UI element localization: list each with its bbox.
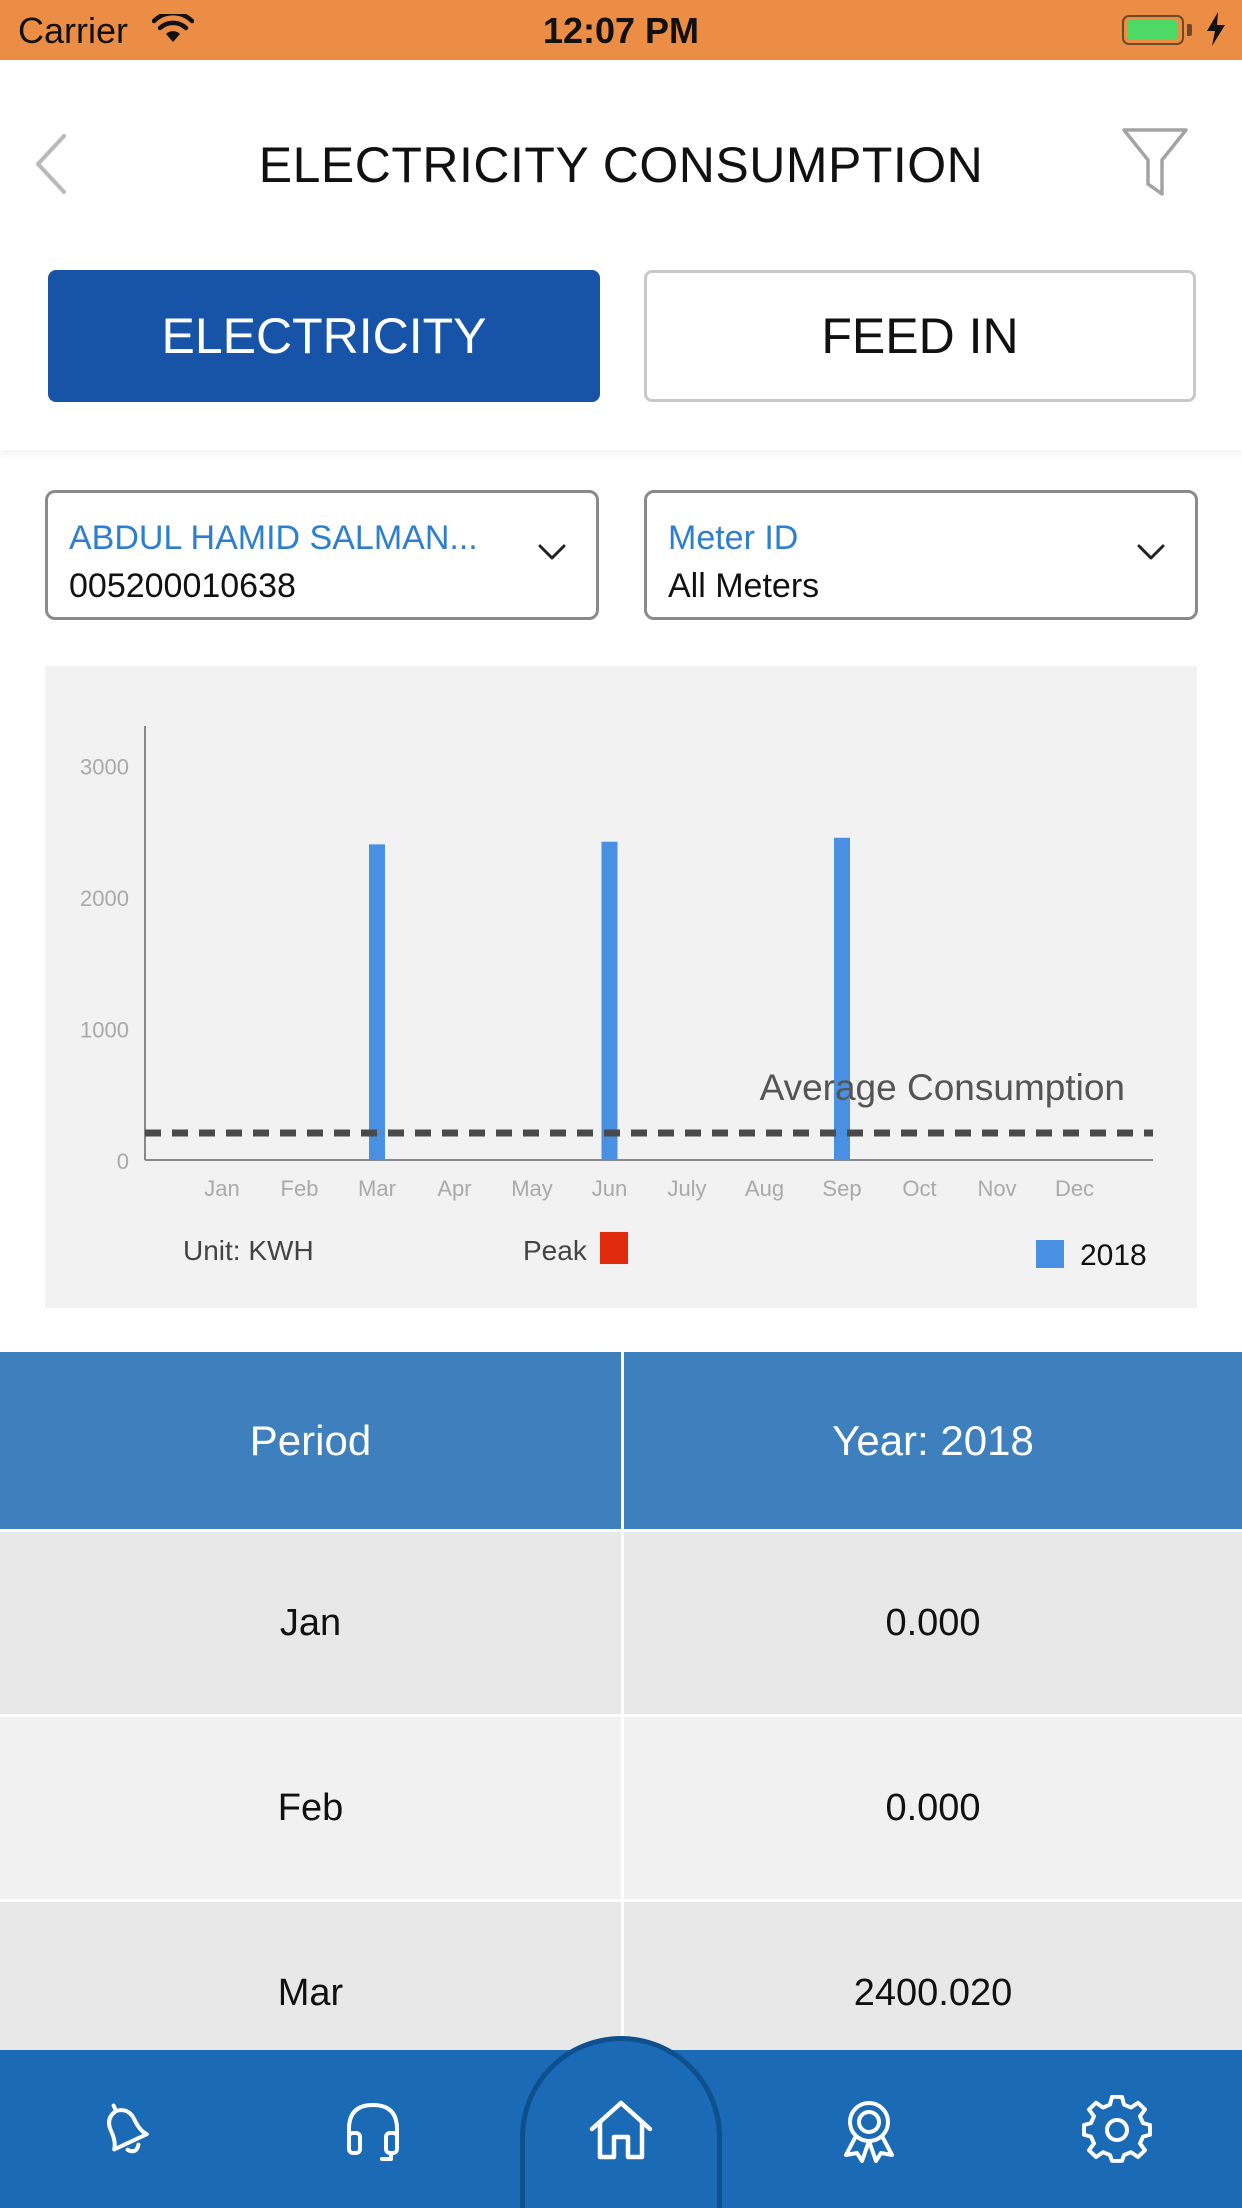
status-bar: Carrier 12:07 PM <box>0 0 1242 60</box>
account-dropdown[interactable]: ABDUL HAMID SALMAN... 005200010638 <box>45 490 599 620</box>
x-tick-label: Jan <box>204 1176 239 1201</box>
chevron-down-icon <box>538 544 566 560</box>
wifi-icon <box>152 14 194 42</box>
home-icon <box>589 2100 653 2160</box>
page-title: ELECTRICITY CONSUMPTION <box>258 137 984 193</box>
value-cell: 0.000 <box>621 1717 1242 1899</box>
x-tick-label: Feb <box>281 1176 319 1201</box>
status-time: 12:07 PM <box>542 10 700 51</box>
meter-value: All Meters <box>668 567 820 605</box>
x-tick-label: Dec <box>1055 1176 1094 1201</box>
value-cell: 2400.020 <box>621 1902 1242 2084</box>
period-cell: Jan <box>279 1601 342 1644</box>
meter-id-label: Meter ID <box>668 519 799 557</box>
header-period: Period <box>249 1416 372 1464</box>
header: ELECTRICITY CONSUMPTION ELECTRICITY FEED… <box>0 60 1242 450</box>
legend-label-2018: 2018 <box>1080 1239 1147 1272</box>
x-tick-label: Aug <box>745 1176 784 1201</box>
peak-label: Peak <box>523 1235 588 1266</box>
nav-notifications[interactable] <box>80 2085 170 2175</box>
bar-sep[interactable] <box>834 837 850 1160</box>
nav-support[interactable] <box>328 2085 418 2175</box>
back-chevron-icon[interactable] <box>30 130 80 200</box>
x-tick-label: Oct <box>902 1176 936 1201</box>
y-tick-label: 0 <box>117 1149 129 1174</box>
tab-feed-in[interactable]: FEED IN <box>644 270 1196 402</box>
x-tick-label: Jun <box>592 1176 627 1201</box>
y-tick-label: 1000 <box>80 1017 129 1042</box>
nav-settings[interactable] <box>1072 2085 1162 2175</box>
unit-label: Unit: KWH <box>183 1235 314 1266</box>
x-tick-label: July <box>667 1176 706 1201</box>
table-header-row: Period Year: 2018 <box>0 1352 1242 1532</box>
headset-icon <box>347 2103 399 2161</box>
consumption-chart: 0 1000 2000 3000 Jan Feb Mar Apr May Jun July Aug S… <box>45 666 1197 1308</box>
filter-icon[interactable] <box>1120 124 1190 200</box>
nav-home[interactable] <box>576 2085 666 2175</box>
legend-swatch-2018 <box>1036 1240 1064 1268</box>
value-cell: 0.000 <box>621 1532 1242 1714</box>
period-cell: Feb <box>277 1786 344 1829</box>
chart-svg: 0 1000 2000 3000 Jan Feb Mar Apr May Jun July Aug S… <box>80 726 1153 1272</box>
bar-jun[interactable] <box>601 841 618 1160</box>
table-row: Jan 0.000 <box>0 1532 1242 1717</box>
table-row: Feb 0.000 <box>0 1717 1242 1902</box>
header-year: Year: 2018 <box>621 1352 1242 1529</box>
gear-icon <box>1082 2095 1152 2163</box>
x-tick-label: Sep <box>822 1176 861 1201</box>
nav-rewards[interactable] <box>824 2085 914 2175</box>
carrier-label: Carrier <box>18 10 129 51</box>
bar-mar[interactable] <box>369 844 385 1160</box>
y-tick-label: 2000 <box>80 886 129 911</box>
bell-icon <box>107 2103 149 2154</box>
x-tick-label: Nov <box>977 1176 1016 1201</box>
x-tick-label: May <box>511 1176 553 1201</box>
account-number-value: 005200010638 <box>69 567 296 605</box>
battery-cap <box>1187 24 1192 36</box>
x-tick-label: Apr <box>437 1176 471 1201</box>
home-button-bump <box>520 2036 722 2208</box>
average-label: Average Consumption <box>760 1067 1125 1108</box>
chevron-down-icon <box>1137 544 1165 560</box>
y-tick-label: 3000 <box>80 754 129 779</box>
x-tick-label: Mar <box>358 1176 396 1201</box>
account-name-label: ABDUL HAMID SALMAN... <box>69 519 478 557</box>
period-cell: Mar <box>277 1971 344 2014</box>
meter-dropdown[interactable]: Meter ID All Meters <box>644 490 1198 620</box>
charging-bolt-icon <box>1207 12 1225 46</box>
tab-electricity[interactable]: ELECTRICITY <box>48 270 600 402</box>
consumption-table: Period Year: 2018 Jan 0.000 Feb 0.000 Ma… <box>0 1352 1242 2087</box>
battery-icon <box>1122 15 1184 45</box>
award-icon <box>844 2101 894 2163</box>
peak-legend-swatch <box>600 1232 628 1264</box>
